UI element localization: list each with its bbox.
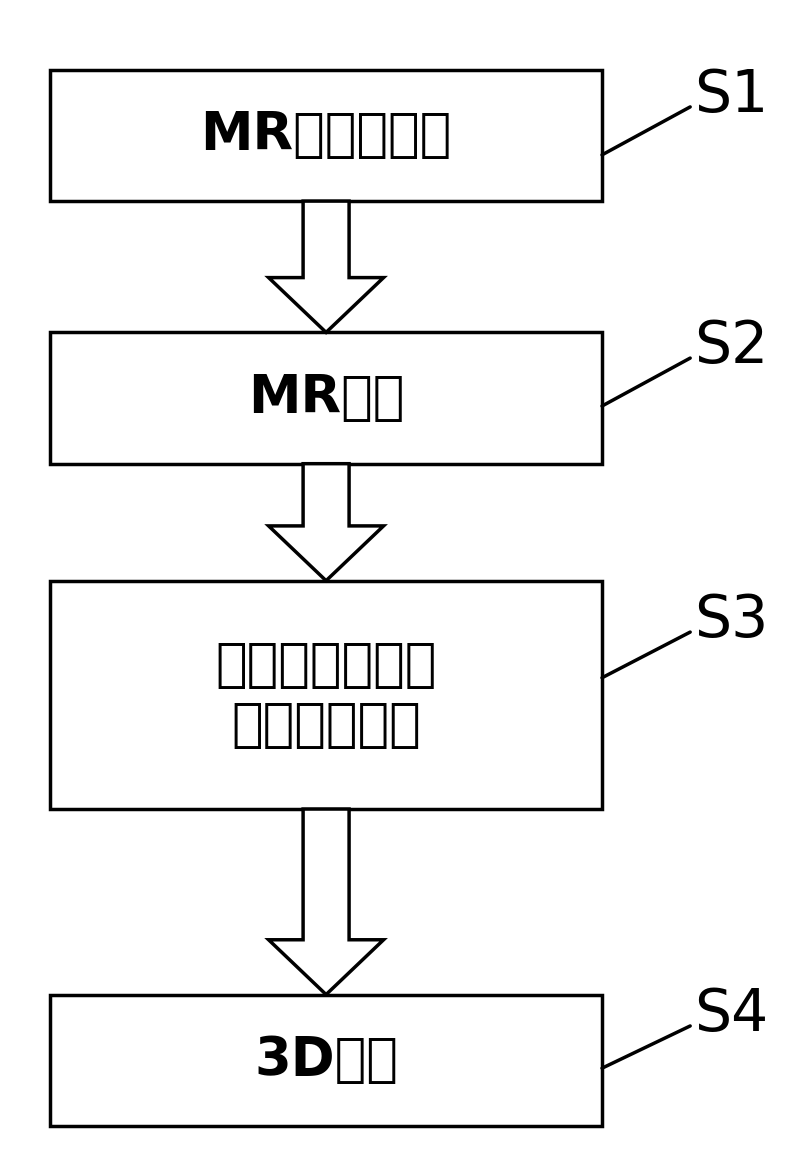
Polygon shape [269, 201, 384, 332]
Polygon shape [269, 810, 384, 995]
Text: S3: S3 [694, 592, 768, 649]
Text: MR分割: MR分割 [248, 373, 404, 424]
Text: S1: S1 [694, 67, 768, 124]
Text: S4: S4 [694, 986, 768, 1043]
Bar [50, 332, 602, 463]
Text: 组织（器官）的
三维模型构建: 组织（器官）的 三维模型构建 [215, 638, 437, 751]
Text: 3D打印: 3D打印 [255, 1034, 398, 1087]
Text: S2: S2 [694, 319, 768, 375]
Bar [50, 70, 602, 201]
Text: MR图像预处理: MR图像预处理 [200, 109, 452, 161]
Polygon shape [269, 463, 384, 581]
Bar [50, 581, 602, 810]
Bar [50, 995, 602, 1126]
